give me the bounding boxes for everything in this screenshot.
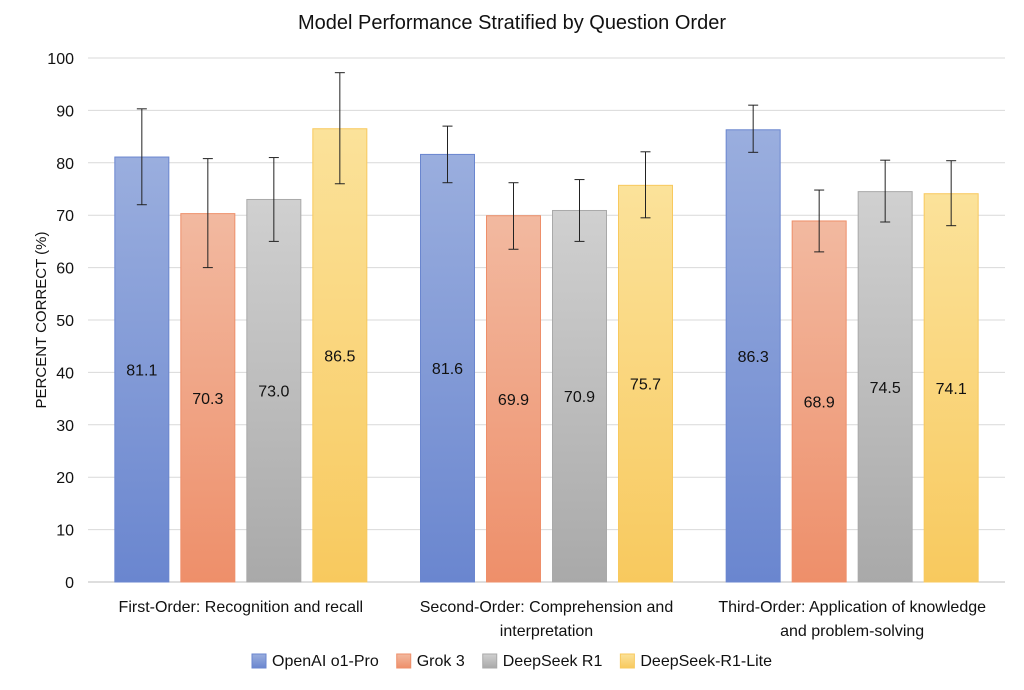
y-tick-label: 20 bbox=[56, 470, 74, 487]
bar bbox=[114, 156, 170, 583]
y-axis-ticks: 0 10 20 30 40 50 60 70 80 90 100 bbox=[47, 51, 74, 592]
y-tick-label: 0 bbox=[65, 575, 74, 592]
y-tick-label: 10 bbox=[56, 523, 74, 540]
x-tick-label: Third-Order: Application of knowledge bbox=[718, 599, 986, 616]
data-label: 81.6 bbox=[432, 361, 463, 378]
x-tick-label: Second-Order: Comprehension and bbox=[420, 599, 673, 616]
chart-title: Model Performance Stratified by Question… bbox=[298, 12, 726, 34]
bar bbox=[246, 198, 302, 583]
data-label: 86.3 bbox=[738, 349, 769, 366]
bar bbox=[618, 184, 673, 583]
y-tick-label: 50 bbox=[56, 313, 74, 330]
bar bbox=[791, 220, 847, 583]
bar bbox=[180, 213, 236, 583]
data-label: 86.5 bbox=[324, 348, 355, 365]
bar bbox=[486, 215, 541, 583]
legend: OpenAI o1-Pro Grok 3 DeepSeek R1 DeepSeek-R… bbox=[251, 653, 772, 670]
bar bbox=[725, 129, 781, 583]
data-label: 75.7 bbox=[630, 377, 661, 394]
y-tick-label: 30 bbox=[56, 418, 74, 435]
bar bbox=[312, 128, 368, 583]
x-tick-label: interpretation bbox=[500, 623, 593, 640]
gridlines bbox=[88, 57, 1005, 583]
y-tick-label: 40 bbox=[56, 365, 74, 382]
data-label: 74.1 bbox=[936, 381, 967, 398]
y-tick-label: 60 bbox=[56, 261, 74, 278]
bars: 81.1 70.3 73.0 86.5 81.6 69.9 70.9 75.7 86.3 68.9… bbox=[114, 72, 979, 583]
y-tick-label: 90 bbox=[56, 103, 74, 120]
x-axis-categories: First-Order: Recognition and recall Secon… bbox=[119, 599, 987, 640]
bar bbox=[857, 191, 913, 583]
legend-label: Grok 3 bbox=[417, 653, 465, 670]
legend-label: DeepSeek R1 bbox=[503, 653, 603, 670]
data-label: 70.3 bbox=[192, 391, 223, 408]
y-tick-label: 100 bbox=[47, 51, 74, 68]
x-tick-label: and problem-solving bbox=[780, 623, 924, 640]
x-tick-label: First-Order: Recognition and recall bbox=[119, 599, 364, 616]
legend-swatch bbox=[482, 653, 498, 669]
legend-label: OpenAI o1-Pro bbox=[272, 653, 379, 670]
bar bbox=[420, 153, 475, 583]
legend-label: DeepSeek-R1-Lite bbox=[640, 653, 772, 670]
y-tick-label: 80 bbox=[56, 156, 74, 173]
data-label: 70.9 bbox=[564, 389, 595, 406]
y-tick-label: 70 bbox=[56, 208, 74, 225]
data-label: 81.1 bbox=[126, 363, 157, 380]
bar bbox=[552, 209, 607, 583]
legend-swatch bbox=[619, 653, 635, 669]
data-label: 68.9 bbox=[804, 394, 835, 411]
bar bbox=[923, 193, 979, 583]
data-label: 74.5 bbox=[870, 380, 901, 397]
y-axis-label: PERCENT CORRECT (%) bbox=[33, 232, 50, 409]
data-label: 73.0 bbox=[258, 384, 289, 401]
legend-swatch bbox=[251, 653, 267, 669]
legend-swatch bbox=[396, 653, 412, 669]
data-label: 69.9 bbox=[498, 392, 529, 409]
